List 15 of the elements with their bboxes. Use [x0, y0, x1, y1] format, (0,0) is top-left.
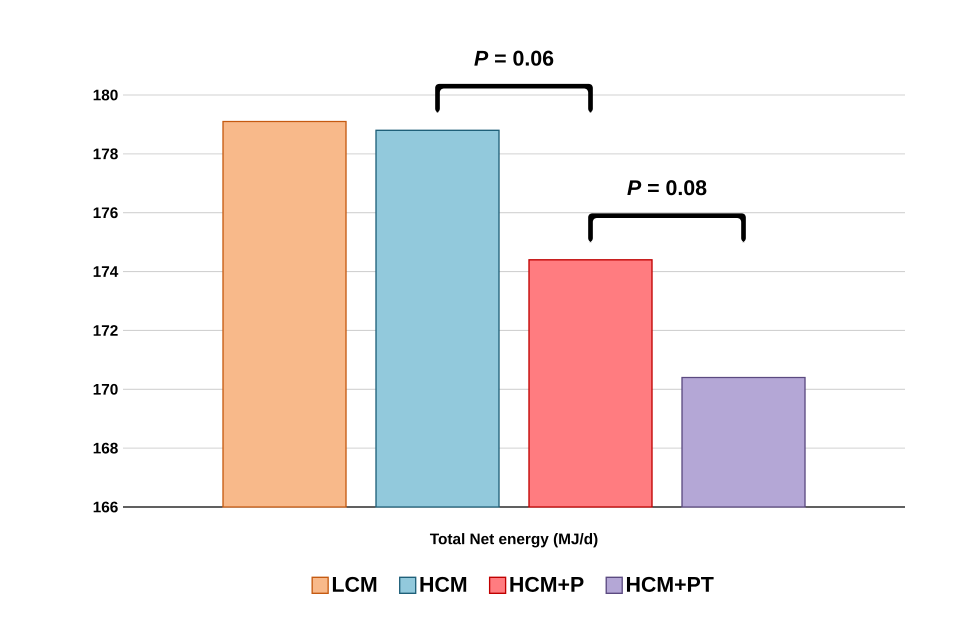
y-tick-label: 172: [94, 325, 118, 336]
y-tick-label: 170: [94, 384, 118, 395]
y-tick-label: 174: [94, 266, 118, 277]
legend-label: HCM: [420, 576, 466, 592]
y-tick-label: 166: [94, 502, 118, 512]
y-tick-label: 168: [94, 442, 118, 454]
y-tick-label: 180: [94, 90, 118, 100]
x-tick-label: Total Net energy (MJ/d): [430, 533, 598, 548]
y-tick-label: 178: [94, 148, 118, 160]
legend-label: HCM+PT: [626, 576, 714, 592]
annotation: P = 0.08: [627, 180, 706, 196]
y-tick-label: 176: [94, 207, 118, 218]
legend-label: LCM: [332, 576, 376, 592]
legend-label: HCM+P: [510, 576, 584, 592]
text: P = 0.06: [474, 50, 554, 66]
